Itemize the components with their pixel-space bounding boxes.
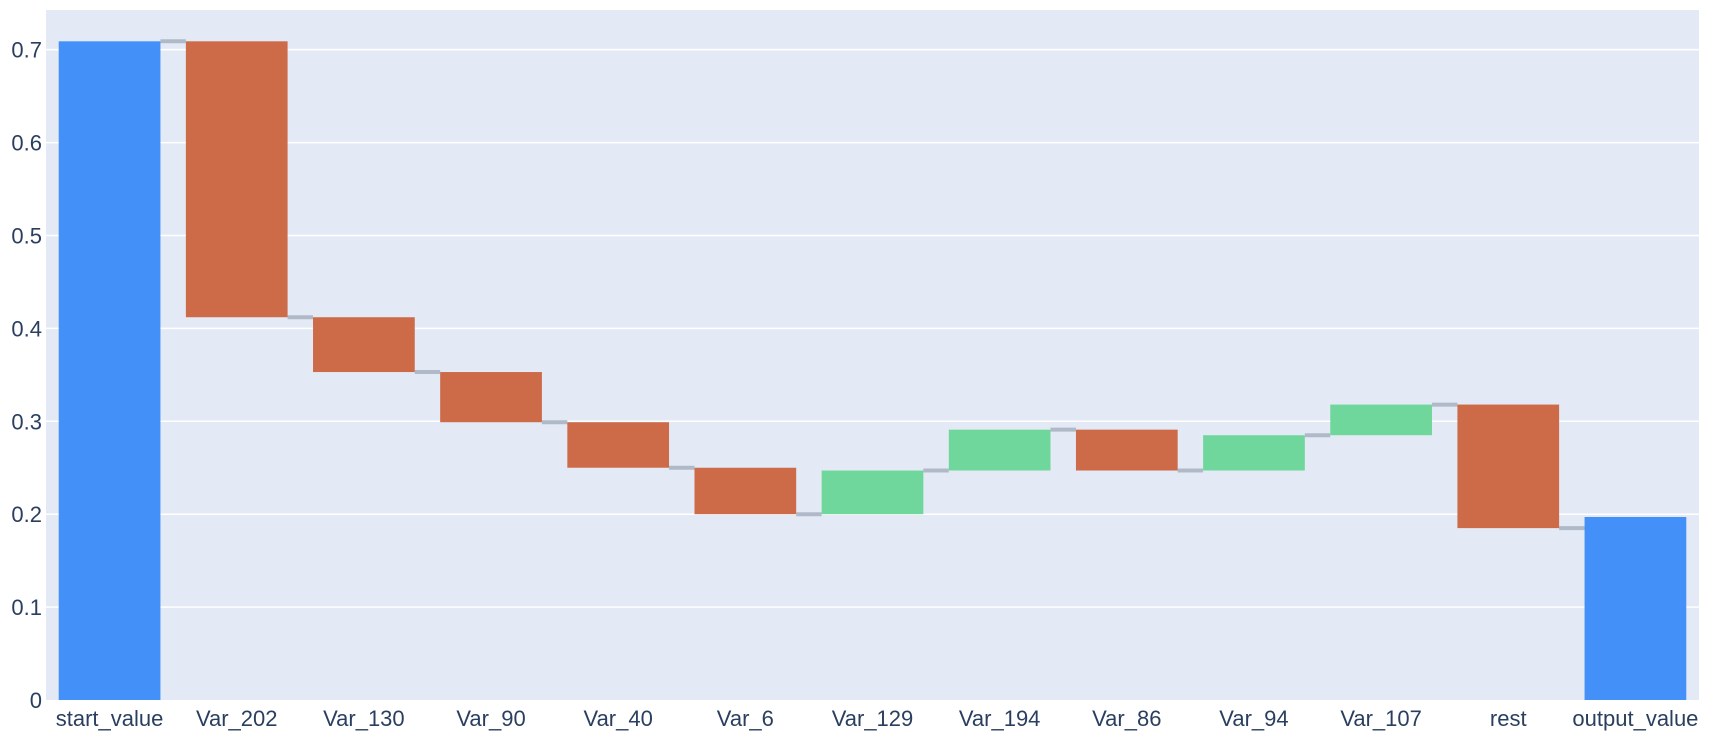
y-tick-label: 0.5 xyxy=(11,223,42,248)
x-tick-label: Var_129 xyxy=(832,706,914,731)
x-axis-ticks: start_value Var_202 Var_130 Var_90 Var_40 Var… xyxy=(56,706,1699,731)
bar-Var_129 xyxy=(821,470,924,515)
connectors xyxy=(160,39,1585,531)
y-tick-label: 0 xyxy=(30,688,42,713)
y-tick-label: 0.3 xyxy=(11,409,42,434)
bar-rest xyxy=(1457,404,1560,529)
y-axis-ticks: 0 0.1 0.2 0.3 0.4 0.5 0.6 0.7 xyxy=(11,38,42,713)
x-tick-label: rest xyxy=(1490,706,1527,731)
bar-Var_107 xyxy=(1330,404,1432,436)
y-tick-label: 0.1 xyxy=(11,595,42,620)
y-tick-label: 0.7 xyxy=(11,38,42,63)
x-tick-label: Var_194 xyxy=(959,706,1041,731)
x-tick-label: Var_130 xyxy=(323,706,405,731)
bar-start_value xyxy=(58,41,161,701)
x-tick-label: start_value xyxy=(56,706,164,731)
x-tick-label: Var_94 xyxy=(1219,706,1288,731)
bar-Var_130 xyxy=(313,317,415,373)
bar-output_value xyxy=(1584,516,1687,700)
bar-Var_6 xyxy=(694,467,797,515)
x-tick-label: output_value xyxy=(1572,706,1698,731)
y-tick-label: 0.6 xyxy=(11,131,42,156)
x-tick-label: Var_202 xyxy=(196,706,278,731)
x-tick-label: Var_6 xyxy=(717,706,774,731)
bars xyxy=(58,41,1687,701)
y-tick-label: 0.4 xyxy=(11,316,42,341)
x-tick-label: Var_40 xyxy=(584,706,653,731)
bar-Var_86 xyxy=(1075,429,1178,471)
x-tick-label: Var_107 xyxy=(1340,706,1422,731)
bar-Var_202 xyxy=(185,41,288,318)
bar-Var_94 xyxy=(1203,435,1305,471)
x-tick-label: Var_90 xyxy=(456,706,525,731)
plot-area xyxy=(46,10,1699,700)
x-tick-label: Var_86 xyxy=(1092,706,1161,731)
bar-Var_40 xyxy=(567,422,670,468)
bar-Var_90 xyxy=(440,372,542,423)
bar-Var_194 xyxy=(948,429,1051,471)
y-tick-label: 0.2 xyxy=(11,502,42,527)
